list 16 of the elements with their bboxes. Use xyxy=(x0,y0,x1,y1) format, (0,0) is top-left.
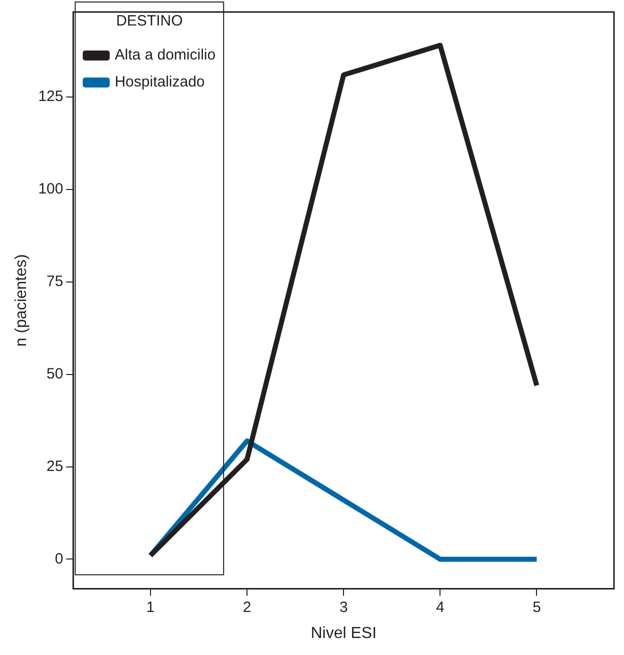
y-tick-label: 100 xyxy=(38,180,64,198)
x-tick-label: 3 xyxy=(339,598,348,616)
x-tick-label: 4 xyxy=(436,598,444,616)
x-tick-label: 2 xyxy=(242,598,252,616)
legend-title: DESTINO xyxy=(116,12,183,30)
legend-label: Alta a domicilio xyxy=(114,46,216,64)
y-tick-label: 75 xyxy=(46,273,64,290)
y-tick-label: 25 xyxy=(46,458,64,475)
y-tick-label: 50 xyxy=(46,365,64,382)
x-tick-label: 1 xyxy=(146,598,155,616)
y-tick-label: 125 xyxy=(38,88,64,106)
x-axis-title: Nivel ESI xyxy=(310,624,377,642)
y-axis-title: n (pacientes) xyxy=(13,254,30,347)
x-tick-label: 5 xyxy=(532,598,541,616)
y-tick-label: 0 xyxy=(54,550,64,568)
legend-label: Hospitalizado xyxy=(114,74,205,91)
